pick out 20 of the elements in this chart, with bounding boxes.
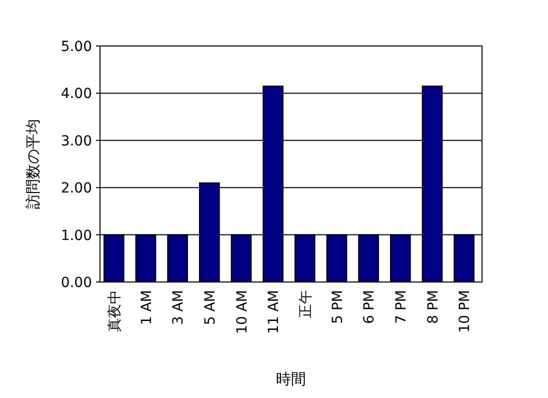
x-tick-label: 10 PM <box>457 290 474 333</box>
y-tick-label: 2.00 <box>60 180 92 197</box>
x-tick-label: 8 PM <box>425 290 442 324</box>
y-tick-label: 4.00 <box>60 86 92 102</box>
y-tick-label: 0.00 <box>60 275 92 291</box>
x-tick-label: 正午 <box>298 290 314 318</box>
x-tick-label: 3 AM <box>170 290 187 326</box>
x-tick-label: 5 PM <box>330 290 346 324</box>
x-tick-label: 10 AM <box>234 290 250 334</box>
y-tick-label: 5.00 <box>60 39 92 55</box>
y-tick-label: 1.00 <box>60 228 92 244</box>
x-tick-label: 1 AM <box>138 290 155 326</box>
x-tick-label: 5 AM <box>202 290 218 326</box>
x-tick-label: 11 AM <box>266 290 282 334</box>
y-tick-label: 3.00 <box>60 133 92 150</box>
x-tick-label: 真夜中 <box>106 290 123 332</box>
x-axis-title: 時間 <box>276 370 306 388</box>
x-tick-label: 6 PM <box>362 290 378 324</box>
y-axis-title: 訪問数の平均 <box>24 119 42 209</box>
x-tick-label: 7 PM <box>393 290 410 324</box>
